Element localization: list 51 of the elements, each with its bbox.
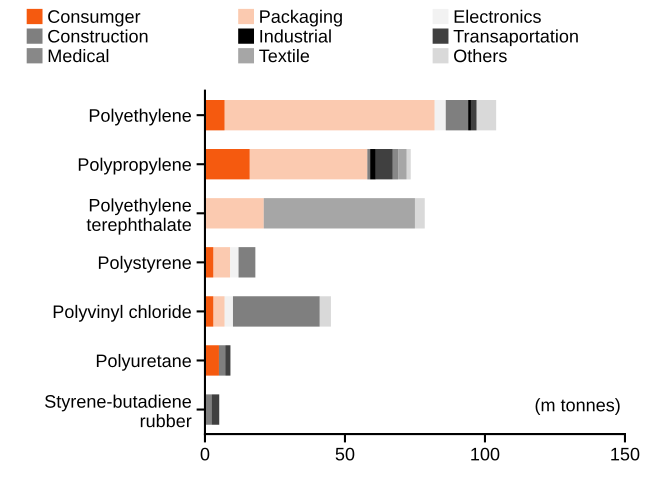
annotation: (m tonnes) (536, 398, 620, 415)
bar (224, 296, 233, 327)
legend-label: Textile (259, 48, 310, 62)
bar (213, 296, 225, 327)
y-tick-label: Polyethylene (90, 108, 191, 126)
bar (470, 100, 477, 130)
bar (434, 100, 446, 130)
bar (376, 149, 393, 180)
bar (212, 394, 220, 425)
bar (468, 100, 471, 130)
bar (406, 149, 411, 180)
bar (264, 198, 415, 228)
y-tick-label: Polystyrene (98, 256, 191, 273)
bar (230, 247, 239, 278)
legend-label: Medical (48, 48, 108, 62)
y-tick-label: Polyvinyl chloride (54, 304, 191, 322)
y-tick-label: Polyethylene terephthalate (86, 198, 191, 235)
bar (204, 247, 214, 278)
bar (204, 296, 214, 327)
bar (320, 296, 331, 327)
bar (238, 247, 256, 278)
y-tick-label: Styrene-butadiene rubber (45, 394, 192, 428)
legend-label: Others (454, 48, 507, 62)
legend-label: Construction (48, 29, 148, 43)
legend-label: Electronics (454, 10, 541, 23)
x-tick-label: 50 (336, 448, 354, 461)
bar (232, 296, 320, 327)
bar (370, 149, 376, 180)
legend-label: Consumger (48, 10, 140, 27)
bar (213, 247, 230, 278)
y-tick-label: Polyuretane (96, 354, 191, 371)
legend-label: Industrial (260, 29, 331, 43)
bar (204, 345, 219, 376)
x-tick-label: 0 (200, 448, 210, 461)
bar (414, 198, 425, 228)
bar (476, 100, 496, 130)
bar (446, 100, 468, 130)
bar (204, 198, 264, 228)
bar (218, 345, 226, 376)
y-tick-label: Polypropylene (78, 158, 191, 175)
bar (204, 100, 225, 130)
bar (398, 149, 407, 180)
legend-label: Transaportation (454, 29, 578, 46)
bar (224, 100, 435, 130)
bar (392, 149, 398, 180)
x-tick-label: 100 (471, 448, 500, 461)
bar (250, 149, 368, 180)
x-tick-label: 150 (611, 448, 640, 461)
bar (204, 149, 250, 180)
legend-label: Packaging (260, 10, 342, 27)
bar (225, 345, 230, 376)
